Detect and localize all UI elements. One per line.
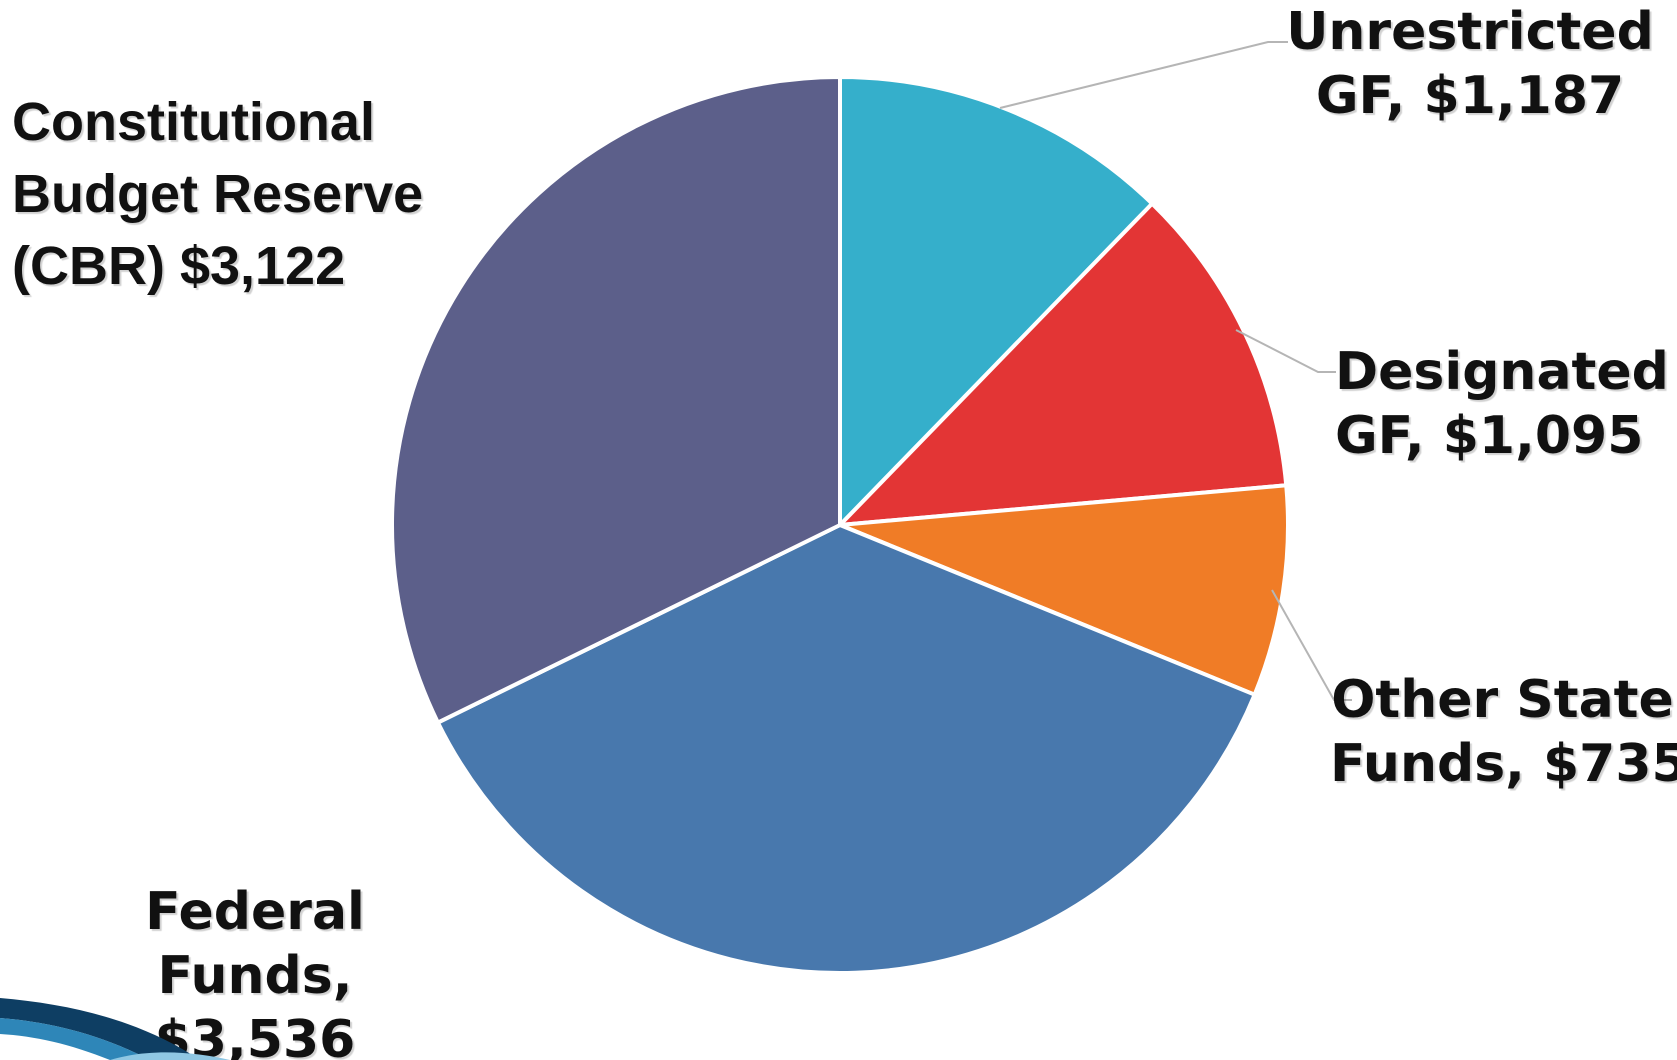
slice-label-cbr-line-2: Budget Reserve [12,164,424,224]
pie-slice-other-state-funds [838,483,1290,697]
slice-label-designated-line-2: GF, $1,095 [1335,406,1644,466]
slice-label-cbr-line-3: (CBR) $3,122 [12,236,346,296]
slice-label-unrestricted-line-1: Unrestricted [1286,2,1654,62]
slice-label-cbr: Constitutional Budget Reserve (CBR) $3,1… [12,86,423,302]
slice-label-federal-line-2: Funds, [157,946,353,1006]
pie-slice-constitutional-budget-reserve-cbr [390,75,842,725]
pie-slices [390,75,1290,975]
slice-label-other-line-2: Funds, $735 [1330,734,1677,794]
slice-label-federal-line-1: Federal [145,882,365,942]
slice-label-federal-line-3: $3,536 [154,1010,356,1060]
swoosh-light-stroke [110,1052,230,1060]
swoosh-mid-stroke [0,1018,150,1060]
corner-swoosh-decoration [0,998,230,1060]
pie-slice-designated-gf [838,201,1289,527]
pie-slice-unrestricted-gf [838,75,1155,527]
leader-lines [999,41,1352,701]
leader-line-designated [1235,329,1336,373]
slice-label-designated-gf: Designated GF, $1,095 [1335,340,1669,468]
slice-label-other-state-funds: Other State Funds, $735 [1330,668,1677,796]
slice-label-unrestricted-gf: Unrestricted GF, $1,187 [1270,0,1670,128]
leader-line-unrestricted [999,41,1288,109]
swoosh-dark-stroke [0,998,200,1060]
slice-label-federal-funds: Federal Funds, $3,536 [130,880,380,1060]
slice-label-cbr-line-1: Constitutional [12,92,375,152]
slice-label-other-line-1: Other State [1331,670,1674,730]
pie-slice-federal-funds [435,523,1257,975]
slice-label-designated-line-1: Designated [1335,342,1669,402]
leader-line-other [1271,589,1352,701]
slice-label-unrestricted-line-2: GF, $1,187 [1315,66,1625,126]
